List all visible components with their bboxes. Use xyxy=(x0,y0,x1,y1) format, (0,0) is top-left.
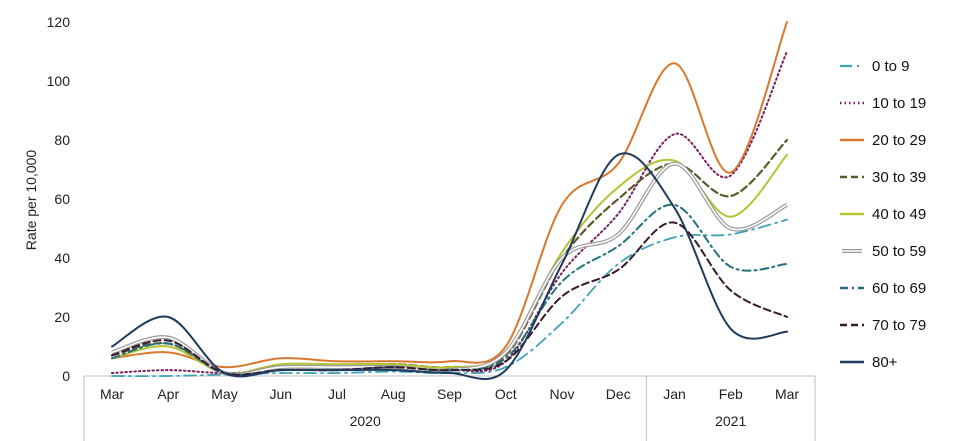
legend-item: 40 to 49 xyxy=(840,206,926,223)
series-line xyxy=(111,161,788,377)
series-2 xyxy=(111,50,788,375)
x-tick-label: Feb xyxy=(719,386,743,402)
legend-label: 60 to 69 xyxy=(872,280,926,297)
x-tick-label: Jul xyxy=(328,386,346,402)
y-tick-label: 100 xyxy=(47,73,71,89)
series-6 xyxy=(111,161,788,377)
legend-label: 80+ xyxy=(872,354,898,371)
x-tick-label: Nov xyxy=(550,386,575,402)
legend-label: 50 to 59 xyxy=(872,243,926,260)
series-9 xyxy=(111,152,788,380)
y-tick-label: 80 xyxy=(54,132,70,148)
series-line xyxy=(111,152,788,380)
legend-label: 40 to 49 xyxy=(872,206,926,223)
x-tick-label: Mar xyxy=(775,386,799,402)
x-tick-label: Apr xyxy=(157,386,179,402)
x-tick-label: Jun xyxy=(269,386,292,402)
x-tick-label: Oct xyxy=(495,386,517,402)
legend: 0 to 9 10 to 19 20 to 29 30 to 39 40 to 49 50… xyxy=(840,58,926,371)
year-label: 2020 xyxy=(350,413,381,429)
series-line xyxy=(111,153,788,375)
series-line xyxy=(110,138,789,376)
legend-item: 30 to 39 xyxy=(840,169,926,186)
series-3 xyxy=(111,21,788,369)
series-line xyxy=(111,218,788,378)
x-tick-label: Aug xyxy=(381,386,406,402)
y-tick-label: 0 xyxy=(62,368,70,384)
legend-label: 10 to 19 xyxy=(872,95,926,112)
series-layer xyxy=(110,21,789,380)
legend-item: 0 to 9 xyxy=(840,58,910,75)
y-tick-label: 20 xyxy=(54,309,70,325)
series-5 xyxy=(111,153,788,375)
legend-item: 80+ xyxy=(840,354,898,371)
y-tick-label: 120 xyxy=(47,14,71,30)
legend-label: 30 to 39 xyxy=(872,169,926,186)
legend-item: 70 to 79 xyxy=(840,317,926,334)
x-tick-label: Jan xyxy=(663,386,686,402)
series-4 xyxy=(110,138,789,376)
y-axis-label: Rate per 10,000 xyxy=(23,150,39,251)
y-tick-label: 40 xyxy=(54,250,70,266)
axes: 0 20 40 60 80 100 120 Mar Apr May Jun Jul Aug Sep Oct N… xyxy=(47,14,816,441)
x-tick-label: Mar xyxy=(100,386,124,402)
series-line xyxy=(111,21,788,369)
series-1 xyxy=(111,218,788,378)
x-tick-label: Sep xyxy=(437,386,462,402)
series-line xyxy=(111,221,788,376)
series-8 xyxy=(111,221,788,376)
legend-label: 70 to 79 xyxy=(872,317,926,334)
year-label: 2021 xyxy=(715,413,746,429)
series-line-inner xyxy=(111,162,788,376)
legend-label: 0 to 9 xyxy=(872,58,910,75)
legend-item: 20 to 29 xyxy=(840,132,926,149)
legend-label: 20 to 29 xyxy=(872,132,926,149)
legend-item: 60 to 69 xyxy=(840,280,926,297)
y-tick-label: 60 xyxy=(54,191,70,207)
x-tick-label: May xyxy=(211,386,237,402)
legend-item: 10 to 19 xyxy=(840,95,926,112)
series-line xyxy=(111,50,788,375)
x-tick-label: Dec xyxy=(606,386,631,402)
legend-item: 50 to 59 xyxy=(842,243,926,260)
